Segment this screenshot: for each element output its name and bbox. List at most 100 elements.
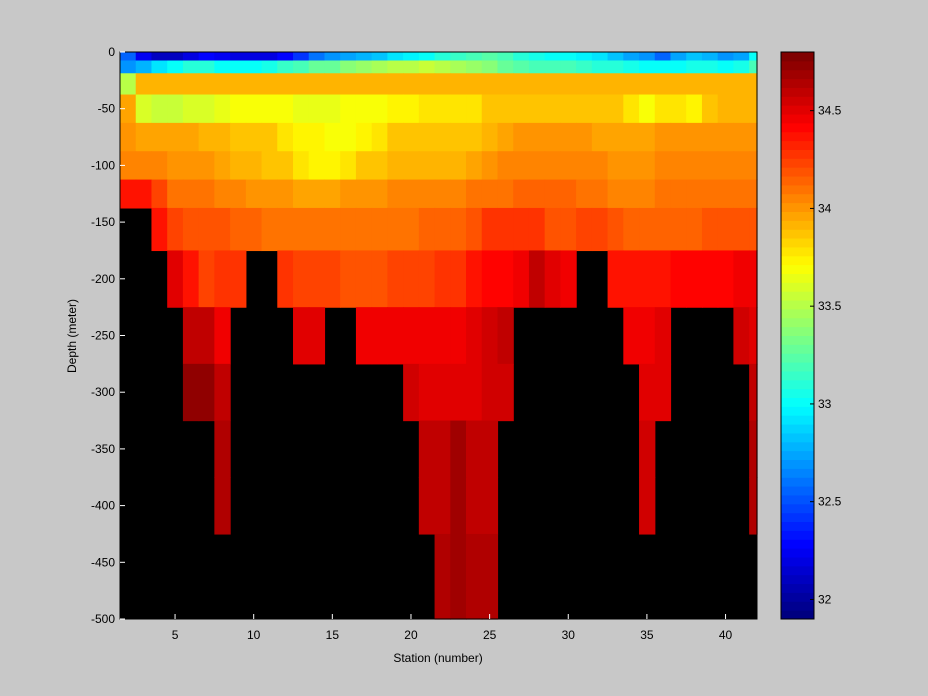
heatmap-cell xyxy=(749,477,758,535)
colorbar-segment xyxy=(781,415,814,425)
heatmap-cell xyxy=(198,94,215,124)
heatmap-cell xyxy=(528,122,546,152)
y-axis: 0 -50 -100 -150 -200 -250 -300 -350 -400 -450 -500 xyxy=(91,45,125,626)
heatmap-cell xyxy=(466,122,483,152)
heatmap-cell xyxy=(560,73,577,96)
heatmap-cell xyxy=(560,250,577,308)
colorbar-segment xyxy=(781,592,814,602)
heatmap-cell xyxy=(623,94,640,124)
heatmap-cell xyxy=(576,73,593,96)
heatmap-cell xyxy=(654,122,672,152)
heatmap-cell xyxy=(418,420,436,478)
heatmap-cell xyxy=(654,250,672,308)
heatmap-cell xyxy=(607,207,624,252)
heatmap-cell xyxy=(513,179,530,209)
heatmap-cell xyxy=(701,122,719,152)
x-tick-label: 5 xyxy=(172,628,179,642)
heatmap-cell xyxy=(434,73,451,96)
heatmap-cell xyxy=(418,307,436,365)
heatmap-cell xyxy=(513,151,530,181)
heatmap-cell xyxy=(340,179,357,209)
y-tick-label: -450 xyxy=(91,555,115,569)
y-axis-label: Depth (meter) xyxy=(65,299,79,373)
heatmap-cell xyxy=(293,179,310,209)
colorbar-segment xyxy=(781,131,814,142)
heatmap-cell xyxy=(749,122,758,152)
heatmap-cell xyxy=(120,179,137,209)
colorbar-segment xyxy=(781,87,814,97)
heatmap-cell xyxy=(749,363,758,422)
heatmap-cell xyxy=(717,250,735,308)
colorbar-segment xyxy=(781,176,814,186)
heatmap-cell xyxy=(293,250,310,308)
heatmap-cell xyxy=(607,52,624,62)
heatmap-cell xyxy=(214,179,231,209)
heatmap-cell xyxy=(293,122,310,152)
colorbar-segment xyxy=(781,69,814,80)
heatmap-cell xyxy=(717,179,735,209)
heatmap-cell xyxy=(686,151,703,181)
heatmap-cell xyxy=(387,179,404,209)
heatmap-cell xyxy=(607,250,624,308)
heatmap-cell xyxy=(135,151,153,181)
heatmap-cell xyxy=(245,73,263,96)
heatmap-cell xyxy=(434,307,451,365)
heatmap-cell xyxy=(686,60,703,74)
heatmap-cell xyxy=(151,151,168,181)
colorbar-segment xyxy=(781,370,814,381)
heatmap-cell xyxy=(403,122,420,152)
heatmap-cell xyxy=(528,151,546,181)
heatmap-cell xyxy=(544,250,561,308)
heatmap-cell xyxy=(466,250,483,308)
heatmap-cell xyxy=(654,73,672,96)
x-tick-label: 15 xyxy=(326,628,340,642)
heatmap-cell xyxy=(528,94,546,124)
heatmap-cell xyxy=(151,207,168,252)
heatmap-cell xyxy=(261,73,278,96)
heatmap-cell xyxy=(749,420,758,478)
heatmap-cell xyxy=(733,122,750,152)
heatmap-cell xyxy=(355,52,373,62)
heatmap-cell xyxy=(466,151,483,181)
heatmap-cell xyxy=(733,207,750,252)
heatmap-cell xyxy=(308,307,326,365)
colorbar-segment xyxy=(781,326,814,336)
heatmap-cell xyxy=(497,122,514,152)
heatmap-cell xyxy=(182,363,200,422)
heatmap-cell xyxy=(544,207,561,252)
heatmap-cell xyxy=(717,60,735,74)
heatmap-cell xyxy=(450,477,467,535)
heatmap-cell xyxy=(528,52,546,62)
colorbar-segment xyxy=(781,105,814,115)
heatmap-cell xyxy=(151,179,168,209)
heatmap-cell xyxy=(560,52,577,62)
y-tick-label: 0 xyxy=(108,45,115,59)
heatmap-cell xyxy=(403,151,420,181)
colorbar-segment xyxy=(781,388,814,399)
colorbar-segment xyxy=(781,273,814,283)
colorbar-tick-label: 32.5 xyxy=(818,495,842,509)
colorbar-segment xyxy=(781,539,814,549)
heatmap-cell xyxy=(717,73,735,96)
heatmap-cell xyxy=(466,590,483,620)
heatmap-cell xyxy=(686,179,703,209)
x-tick-label: 20 xyxy=(404,628,418,642)
y-tick-label: -250 xyxy=(91,329,115,343)
heatmap-cell xyxy=(639,52,656,62)
heatmap-cell xyxy=(214,477,231,535)
heatmap-cell xyxy=(481,477,499,535)
colorbar-segment xyxy=(781,486,814,496)
heatmap-cell xyxy=(120,52,137,62)
heatmap-cell xyxy=(623,207,640,252)
heatmap-cell xyxy=(623,73,640,96)
heatmap-cell xyxy=(214,52,231,62)
heatmap-cell xyxy=(591,179,609,209)
colorbar-segment xyxy=(781,450,814,461)
heatmap-cell xyxy=(340,52,357,62)
heatmap-cell xyxy=(481,73,499,96)
heatmap-cell xyxy=(733,60,750,74)
heatmap-cell xyxy=(198,207,215,252)
heatmap-cell xyxy=(481,420,499,478)
heatmap-cell xyxy=(167,250,184,308)
heatmap-cell xyxy=(639,307,656,365)
